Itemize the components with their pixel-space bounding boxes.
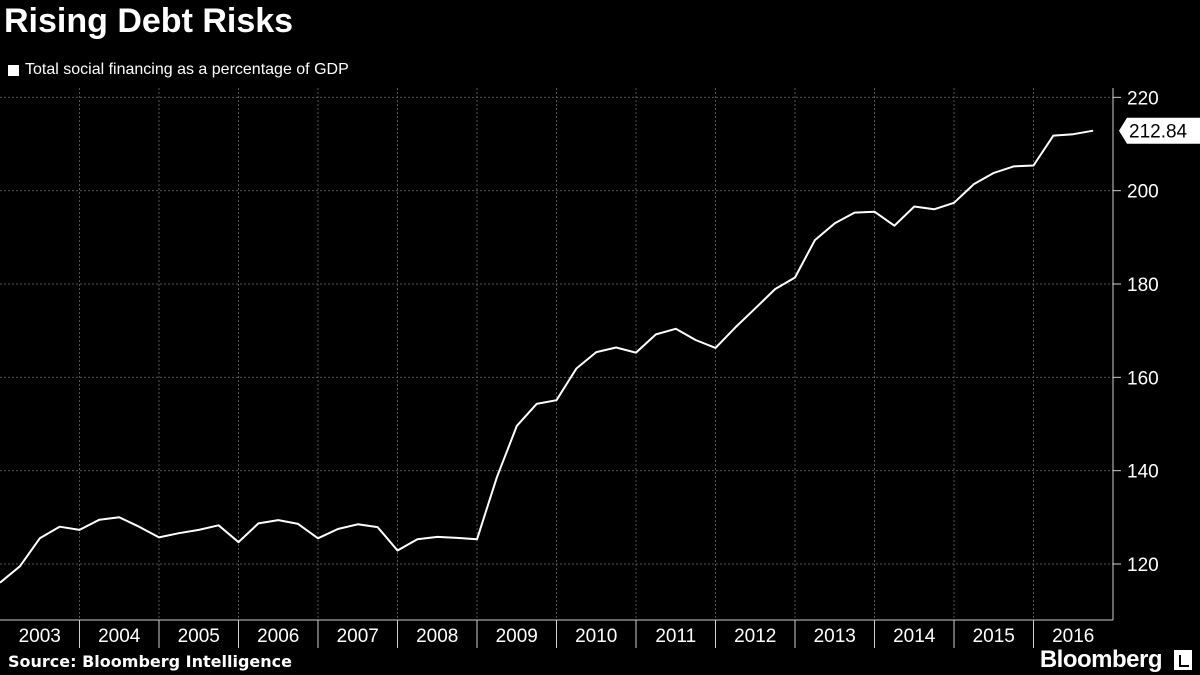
last-value-badge: [1119, 117, 1200, 144]
x-tick-label: 2014: [893, 626, 936, 647]
x-tick-label: 2012: [734, 626, 776, 647]
legend-label: Total social financing as a percentage o…: [25, 61, 349, 78]
series-layer: [0, 129, 1094, 584]
x-tick-label: 2004: [98, 626, 141, 647]
x-tick-label: 2005: [178, 626, 220, 647]
vertical-gridlines: [79, 88, 1034, 620]
legend: Total social financing as a percentage o…: [8, 61, 349, 79]
series-line: [0, 129, 1094, 584]
horizontal-gridlines: [0, 96, 1113, 565]
x-tick-label: 2016: [1052, 626, 1094, 647]
x-tick-label: 2008: [416, 626, 458, 647]
x-tick-label: 2006: [257, 626, 299, 647]
x-tick-label: 2003: [19, 626, 61, 647]
y-axis: 120 140 160 180 200 220: [1112, 88, 1159, 620]
y-tick-label: 200: [1127, 182, 1159, 203]
y-tick-label: 220: [1127, 88, 1159, 109]
brand-logo: Bloomberg: [1039, 646, 1163, 673]
bloomberg-terminal-icon: [1174, 650, 1192, 670]
y-tick-label: 120: [1127, 555, 1159, 576]
x-tick-label: 2013: [814, 626, 856, 647]
chart-title: Rising Debt Risks: [4, 2, 294, 40]
y-tick-label: 160: [1127, 368, 1159, 389]
legend-swatch: [8, 64, 19, 76]
x-tick-label: 2010: [575, 626, 617, 647]
x-tick-label: 2009: [496, 626, 538, 647]
last-value-callout: 212.84: [1119, 117, 1200, 144]
x-tick-label: 2011: [655, 626, 696, 647]
x-tick-label: 2015: [973, 626, 1015, 647]
y-tick-label: 180: [1127, 275, 1159, 296]
x-tick-label: 2007: [337, 626, 379, 647]
x-axis: 2003 2004 2005 2006 2007 2008 2009 2010 2011 2012…: [0, 619, 1113, 648]
last-value-label: 212.84: [1129, 122, 1188, 143]
source-note: Source: Bloomberg Intelligence: [8, 652, 292, 671]
y-tick-label: 140: [1127, 462, 1159, 483]
